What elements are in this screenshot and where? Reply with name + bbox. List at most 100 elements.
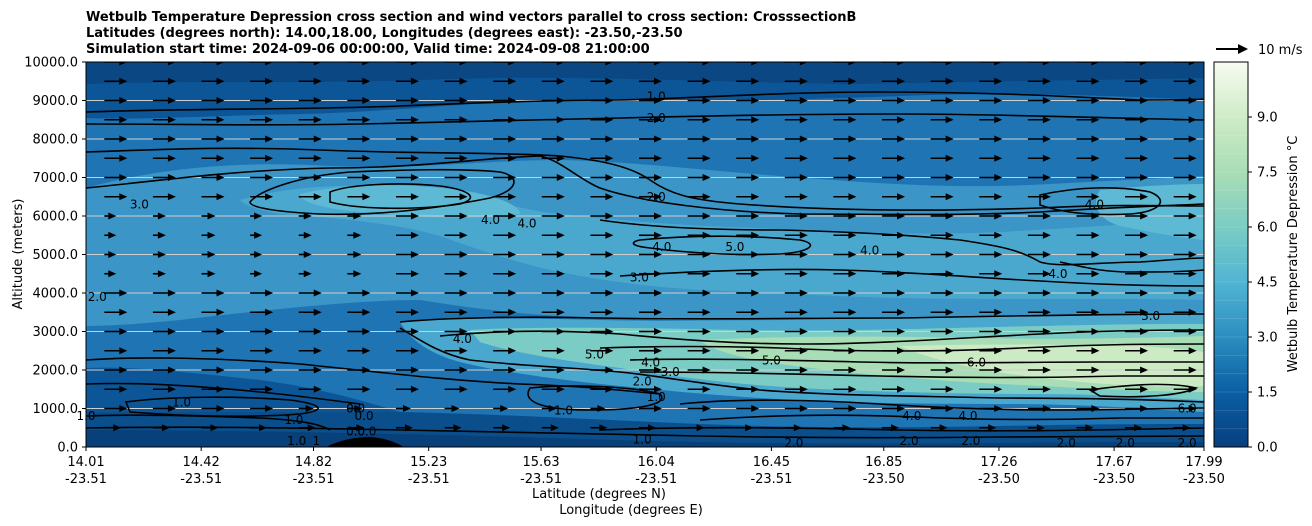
wind-vector-arrow	[736, 405, 760, 412]
wind-vector-arrow	[444, 270, 468, 278]
wind-vector-arrow	[784, 62, 808, 66]
wind-vector-arrow	[833, 193, 857, 201]
contour-line	[86, 414, 331, 431]
wind-vector-arrow	[395, 308, 419, 316]
wind-vector-arrow	[930, 116, 954, 124]
wind-vector-arrow	[104, 251, 117, 258]
x-tick-label-lat: 14.01	[67, 455, 104, 470]
wind-vector-arrow	[639, 212, 662, 220]
contour-label: 4.0	[958, 409, 977, 423]
contour-line	[86, 426, 1204, 439]
wind-vector-arrow	[347, 270, 362, 278]
wind-vector-arrow	[541, 62, 565, 66]
wind-vector-arrow	[104, 77, 128, 85]
wind-vector-arrow	[152, 212, 166, 220]
contour-label: 5.0	[585, 348, 604, 362]
wind-vector-arrow	[250, 174, 274, 181]
contour-label: 6.0	[1178, 402, 1197, 416]
wind-vector-arrow	[1125, 154, 1149, 162]
wind-vector-arrow	[736, 62, 760, 66]
x-tick-label-lat: 16.85	[865, 455, 902, 470]
wind-vector-arrow	[687, 328, 711, 335]
wind-vector-arrow	[541, 154, 565, 162]
wind-vector-arrow	[1125, 231, 1149, 239]
wind-vector-arrow	[201, 424, 219, 432]
wind-vector-arrow	[590, 328, 614, 335]
wind-vector-arrow	[590, 231, 614, 239]
colorbar: 0.0 1.5 3.0 4.5 6.0 7.5 9.0 Wetbulb Temperatur…	[1213, 61, 1301, 456]
wind-vector-arrow	[784, 231, 808, 239]
wind-vector-arrow	[882, 193, 906, 201]
wind-vector-arrow	[250, 385, 274, 393]
wind-vector-arrow	[882, 289, 906, 297]
wind-vector-arrow	[784, 154, 808, 162]
wind-vector-arrow	[201, 347, 225, 355]
wind-vector-arrow	[882, 212, 906, 220]
wind-vector-arrow	[882, 62, 906, 66]
wind-vector-arrow	[541, 97, 565, 104]
wind-vector-arrow	[833, 231, 857, 239]
wind-vector-arrow	[1076, 308, 1100, 316]
chart-title-line-1: Wetbulb Temperature Depression cross sec…	[86, 10, 856, 25]
wind-vector-arrow	[784, 405, 808, 412]
wind-vector-arrow	[833, 97, 857, 104]
contour-label: 4.0	[453, 332, 472, 346]
wind-vector-arrow	[979, 97, 1003, 104]
wind-vector-arrow	[979, 366, 1003, 374]
x-tick-label-lon: -23.51	[750, 472, 792, 487]
wind-vector-arrow	[298, 347, 322, 355]
x-tick-label-lat: 16.04	[638, 455, 675, 470]
contour-line	[86, 147, 1204, 211]
wind-vector-arrow	[784, 385, 808, 393]
wind-vector-arrow	[639, 347, 662, 355]
wind-vector-arrow	[1076, 135, 1100, 143]
wind-vector-arrow	[639, 231, 662, 239]
wind-vector-arrow	[152, 385, 176, 393]
wind-vector-arrow	[1076, 424, 1094, 432]
wind-vector-arrow	[298, 154, 322, 162]
wind-vector-arrow	[541, 231, 565, 239]
wind-vector-arrow	[347, 193, 371, 201]
wind-vector-arrow	[833, 154, 857, 162]
contour-line	[699, 414, 1204, 421]
wind-vector-arrow	[1076, 212, 1100, 220]
wind-vector-arrow	[395, 347, 419, 355]
wind-vector-arrow	[1125, 77, 1149, 85]
wind-vector-arrow	[541, 116, 565, 124]
wind-vector-arrow	[979, 385, 1003, 393]
wind-vector-arrow	[298, 289, 322, 297]
wind-vector-arrow	[590, 347, 614, 355]
wind-vector-arrow	[298, 116, 322, 124]
wind-vector-arrow	[639, 289, 662, 297]
wind-vector-arrow	[930, 289, 954, 297]
wind-vector-arrow	[104, 289, 128, 297]
wind-vector-arrow	[979, 347, 1003, 355]
wind-vector-arrow	[201, 97, 225, 104]
wind-vector-arrow	[882, 116, 906, 124]
wind-vector-arrow	[736, 424, 754, 432]
wind-vector-arrow	[298, 212, 312, 220]
wind-vector-arrow	[1125, 135, 1149, 143]
wind-vector-arrow	[201, 366, 225, 374]
wind-vector-arrow	[979, 116, 1003, 124]
wind-vector-arrow	[639, 328, 662, 335]
wind-vector-arrow	[347, 231, 362, 239]
wind-vector-arrow	[979, 308, 1003, 316]
wind-vector-arrow	[152, 193, 176, 201]
wind-vector-arrow	[444, 97, 468, 104]
wind-vector-arrow	[1027, 212, 1051, 220]
wind-vector-arrow	[250, 116, 274, 124]
wind-vector-arrow	[590, 212, 614, 220]
x-axis-ticks: 14.01 -23.51 14.42 -23.51 14.82 -23.51 15.23 -2…	[65, 447, 1225, 487]
colorbar-ticks: 0.0 1.5 3.0 4.5 6.0 7.5 9.0	[1248, 111, 1278, 456]
wind-vector-arrow	[784, 116, 808, 124]
wind-vector-arrow	[395, 251, 419, 258]
wind-vector-arrow	[1027, 231, 1051, 239]
wind-vector-arrow	[1027, 77, 1051, 85]
contour-label: 4.0	[652, 240, 671, 254]
wind-vector-arrow	[736, 154, 760, 162]
contour-label: 4.0	[481, 213, 500, 227]
contour-line	[639, 371, 1204, 379]
contour-label: 1.0	[172, 396, 191, 410]
wind-vector-arrow	[541, 347, 565, 355]
